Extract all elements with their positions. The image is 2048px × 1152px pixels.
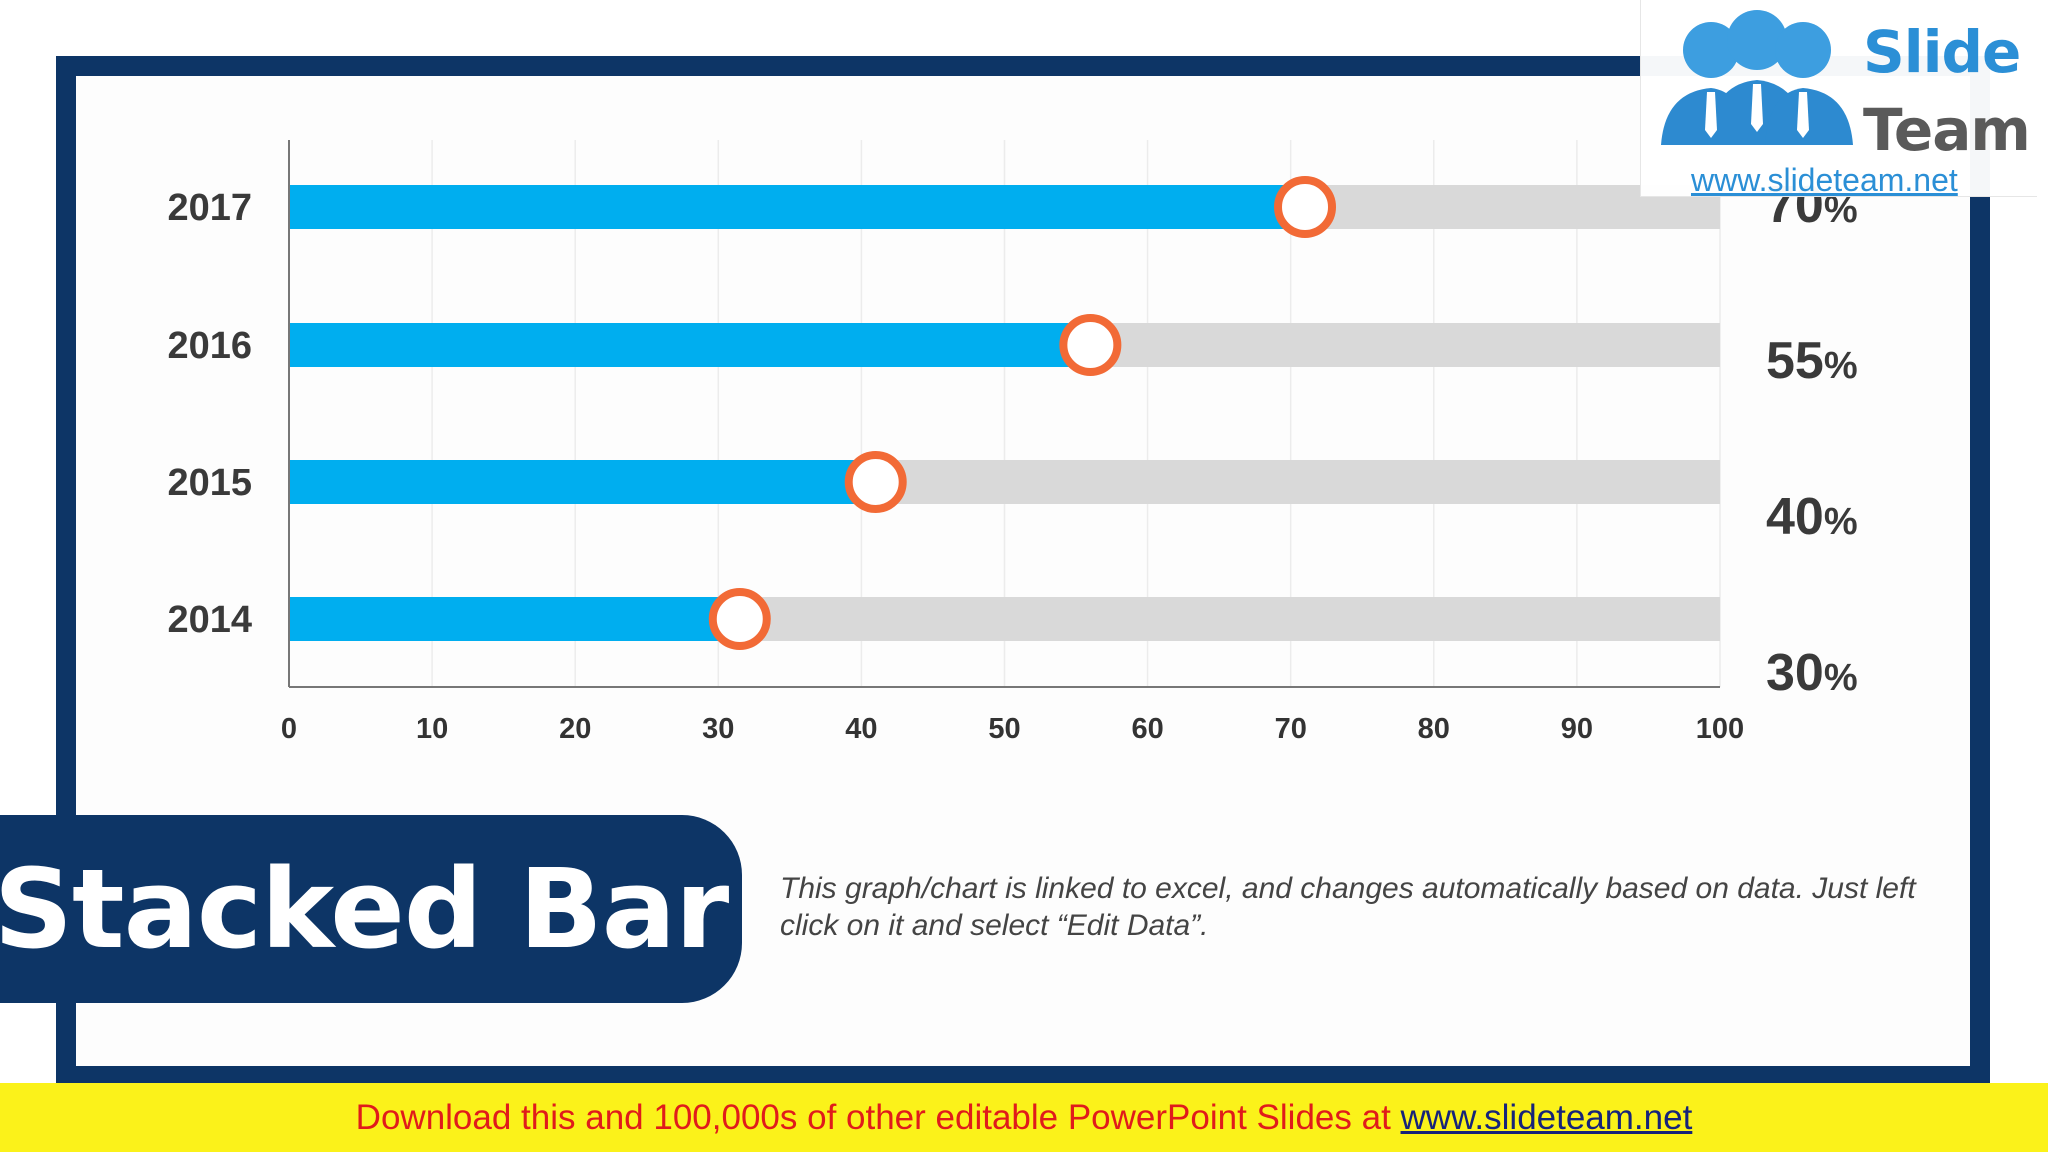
- title-box: Stacked Bar: [0, 815, 742, 1003]
- grid-lines: [431, 140, 1721, 687]
- bars: [289, 176, 1720, 650]
- data-label: 40%: [1766, 488, 1858, 546]
- bar: [289, 597, 740, 641]
- slide-title: Stacked Bar: [0, 845, 729, 973]
- data-label-number: 55: [1766, 332, 1824, 390]
- bar: [289, 185, 1306, 229]
- bar: [289, 323, 1091, 367]
- logo-word-slide: Slide: [1863, 18, 2021, 86]
- download-banner-message: Download this and 100,000s of other edit…: [355, 1097, 1401, 1137]
- x-tick-label: 10: [416, 713, 448, 745]
- category-label: 2014: [167, 599, 252, 641]
- bar-marker: [708, 588, 771, 650]
- x-tick-label: 0: [281, 713, 297, 745]
- data-label-number: 40: [1766, 488, 1824, 546]
- bar-marker: [1059, 314, 1122, 376]
- bar-marker: [1274, 176, 1337, 238]
- data-label: 30%: [1766, 644, 1858, 702]
- x-tick-label: 90: [1561, 713, 1593, 745]
- people-group-icon: [1661, 10, 1853, 145]
- x-tick-label: 20: [559, 713, 591, 745]
- download-banner-text: Download this and 100,000s of other edit…: [356, 1098, 1693, 1138]
- bar: [289, 460, 876, 504]
- bar-marker: [844, 451, 907, 513]
- logo-word-team: Team: [1863, 96, 2031, 164]
- data-label-unit: %: [1824, 501, 1858, 543]
- labels: 0 10 20 30 40 50 60 70 80 90 100201720162015201470…: [167, 176, 1857, 745]
- axes: [288, 140, 1720, 688]
- x-tick-label: 50: [988, 713, 1020, 745]
- data-label-number: 30: [1766, 644, 1824, 702]
- category-label: 2016: [167, 325, 252, 367]
- category-label: 2017: [167, 187, 252, 229]
- chart-note: This graph/chart is linked to excel, and…: [780, 872, 1916, 942]
- category-label: 2015: [167, 462, 252, 504]
- x-tick-label: 30: [702, 713, 734, 745]
- download-banner-link[interactable]: www.slideteam.net: [1400, 1097, 1693, 1137]
- x-tick-label: 80: [1418, 713, 1450, 745]
- download-banner: Download this and 100,000s of other edit…: [0, 1083, 2048, 1152]
- x-tick-label: 60: [1131, 713, 1163, 745]
- data-label: 55%: [1766, 332, 1858, 390]
- x-tick-label: 40: [845, 713, 877, 745]
- data-label-unit: %: [1824, 345, 1858, 387]
- x-tick-label: 70: [1275, 713, 1307, 745]
- slideteam-logo[interactable]: Slide Team www.slideteam.net: [1640, 0, 2037, 198]
- logo-url-link[interactable]: www.slideteam.net: [1691, 162, 1958, 198]
- data-label-unit: %: [1824, 657, 1858, 699]
- x-tick-label: 100: [1696, 713, 1744, 745]
